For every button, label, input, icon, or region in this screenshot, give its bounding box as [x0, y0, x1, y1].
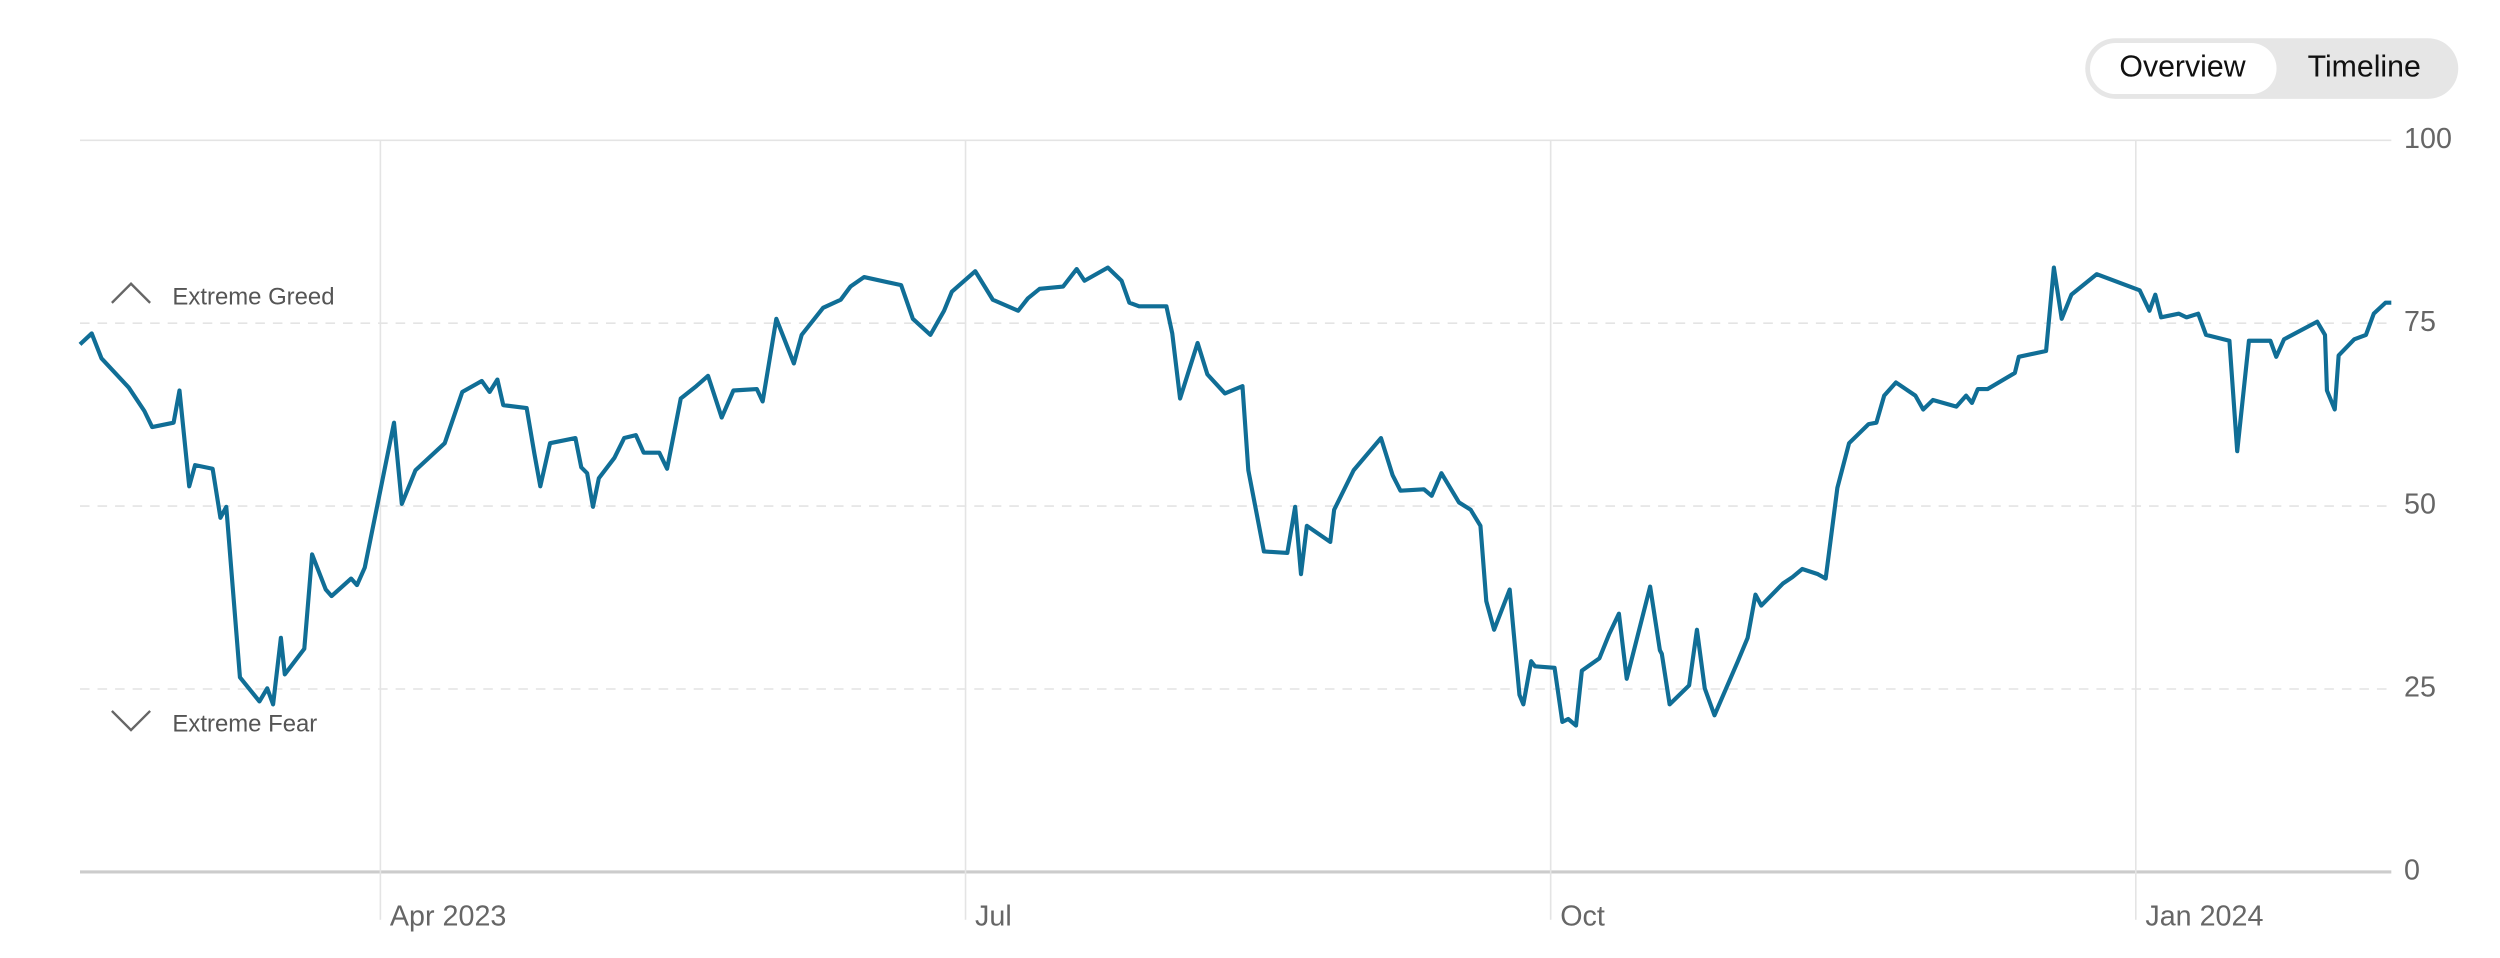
- y-tick-label: 25: [2404, 672, 2436, 704]
- y-tick-label: 50: [2404, 489, 2436, 521]
- y-tick-label: 75: [2404, 306, 2436, 338]
- y-tick-label: 100: [2404, 123, 2452, 155]
- x-tick-label: Jul: [975, 901, 1012, 933]
- x-tick-label: Jan 2024: [2145, 901, 2263, 933]
- timeline-button[interactable]: Timeline: [2308, 51, 2421, 84]
- grid: [79, 139, 2392, 920]
- annotation: Extreme Fear: [172, 711, 317, 738]
- fear-icon: [111, 710, 151, 732]
- toggle-active: [2090, 43, 2277, 95]
- greed-icon: [111, 282, 151, 304]
- data-line: [78, 265, 2392, 728]
- overview-button[interactable]: Overview: [2119, 51, 2245, 84]
- y-tick-label: 0: [2404, 855, 2420, 887]
- x-tick-label: Oct: [1560, 901, 1605, 933]
- annotation: Extreme Greed: [172, 283, 334, 310]
- x-tick-label: Apr 2023: [390, 901, 506, 933]
